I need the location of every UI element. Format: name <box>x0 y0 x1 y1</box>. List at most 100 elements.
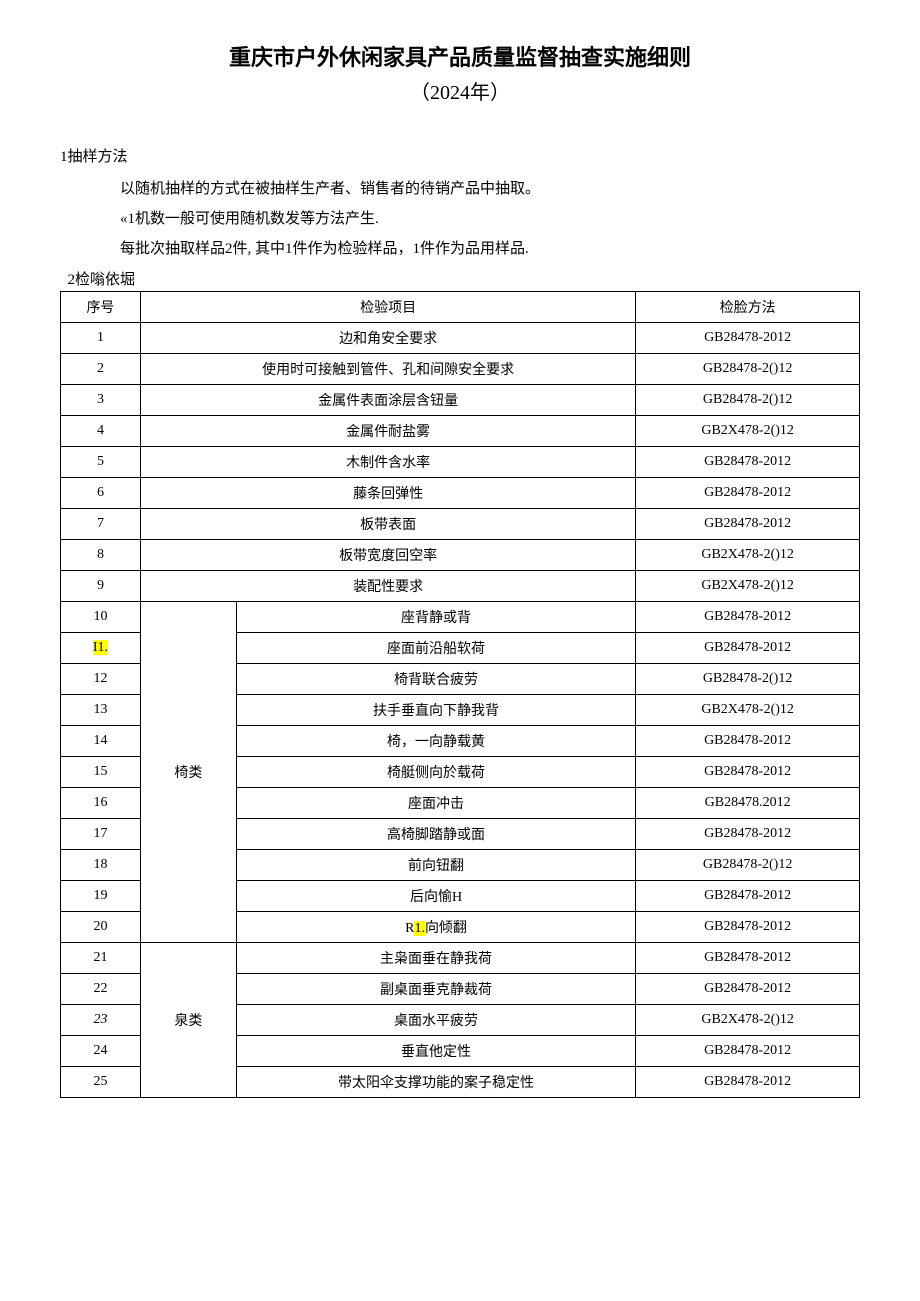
cell-seq: 14 <box>61 726 141 757</box>
cell-item: 主枭面垂在静我荷 <box>236 943 636 974</box>
cell-item: 垂直他定性 <box>236 1036 636 1067</box>
header-seq: 序号 <box>61 292 141 323</box>
cell-item: 椅艇侧向於载荷 <box>236 757 636 788</box>
cell-seq: 18 <box>61 850 141 881</box>
cell-method: GB28478-2012 <box>636 478 860 509</box>
section1-heading: 1抽样方法 <box>60 145 860 166</box>
cell-item: 座面前沿船软荷 <box>236 633 636 664</box>
cell-seq: 4 <box>61 416 141 447</box>
cell-method: GB28478-2012 <box>636 819 860 850</box>
cell-seq: 20 <box>61 912 141 943</box>
document-title: 重庆市户外休闲家具产品质量监督抽查实施细则 <box>60 40 860 72</box>
cell-item: 使用时可接触到管件、孔和间隙安全要求 <box>140 354 635 385</box>
cell-item: 板带宽度回空率 <box>140 540 635 571</box>
cell-item: 前向钮翻 <box>236 850 636 881</box>
cell-item: 椅背联合疲劳 <box>236 664 636 695</box>
section1-p2: «1机数一般可使用随机数发等方法产生. <box>90 204 860 234</box>
cell-seq: 7 <box>61 509 141 540</box>
cell-method: GB28478-2012 <box>636 602 860 633</box>
cell-item: 木制件含水率 <box>140 447 635 478</box>
cell-method: GB2X478-2()12 <box>636 695 860 726</box>
cell-seq: 16 <box>61 788 141 819</box>
cell-seq: 10 <box>61 602 141 633</box>
cell-method: GB28478-2012 <box>636 1067 860 1098</box>
cell-method: GB28478-2012 <box>636 726 860 757</box>
cell-item: R1.向倾翻 <box>236 912 636 943</box>
table-row: 6藤条回弹性GB28478-2012 <box>61 478 860 509</box>
cell-method: GB28478-2012 <box>636 447 860 478</box>
table-row: 21泉类主枭面垂在静我荷GB28478-2012 <box>61 943 860 974</box>
cell-method: GB28478-2012 <box>636 943 860 974</box>
cell-method: GB28478.2012 <box>636 788 860 819</box>
cell-seq: 19 <box>61 881 141 912</box>
section1-p3: 每批次抽取样品2件, 其中1件作为检验样品，1件作为品用样品. <box>90 234 860 264</box>
cell-seq: 24 <box>61 1036 141 1067</box>
table-row: 4金属件耐盐雾GB2X478-2()12 <box>61 416 860 447</box>
cell-category-chair: 椅类 <box>140 602 236 943</box>
cell-item: 板带表面 <box>140 509 635 540</box>
cell-method: GB28478-2012 <box>636 509 860 540</box>
cell-item: 带太阳伞支撑功能的案子稳定性 <box>236 1067 636 1098</box>
table-row: 5木制件含水率GB28478-2012 <box>61 447 860 478</box>
cell-method: GB28478-2()12 <box>636 385 860 416</box>
document-subtitle: （2024年） <box>60 76 860 105</box>
cell-item: 桌面水平疲劳 <box>236 1005 636 1036</box>
cell-seq: 12 <box>61 664 141 695</box>
table-body: 1边和角安全要求GB28478-20122使用时可接触到管件、孔和间隙安全要求G… <box>61 323 860 1098</box>
cell-category-table: 泉类 <box>140 943 236 1098</box>
cell-item: 后向愉H <box>236 881 636 912</box>
cell-item: 扶手垂直向下静我背 <box>236 695 636 726</box>
cell-method: GB28478-2012 <box>636 1036 860 1067</box>
section2-heading: 2检嗡依堀 <box>68 268 861 289</box>
header-method: 检脸方法 <box>636 292 860 323</box>
cell-seq: 13 <box>61 695 141 726</box>
table-row: 9装配性要求GB2X478-2()12 <box>61 571 860 602</box>
cell-item: 座背静或背 <box>236 602 636 633</box>
cell-method: GB2X478-2()12 <box>636 571 860 602</box>
cell-seq: 6 <box>61 478 141 509</box>
cell-method: GB28478-2012 <box>636 323 860 354</box>
table-row: 10椅类座背静或背GB28478-2012 <box>61 602 860 633</box>
cell-method: GB2X478-2()12 <box>636 1005 860 1036</box>
cell-item: 边和角安全要求 <box>140 323 635 354</box>
cell-seq: 23 <box>61 1005 141 1036</box>
cell-method: GB2X478-2()12 <box>636 540 860 571</box>
cell-item: 高椅脚踏静或面 <box>236 819 636 850</box>
table-row: 8板带宽度回空率GB2X478-2()12 <box>61 540 860 571</box>
inspection-table: 序号 检验项目 检脸方法 1边和角安全要求GB28478-20122使用时可接触… <box>60 291 860 1098</box>
cell-method: GB28478-2012 <box>636 633 860 664</box>
cell-method: GB28478-2012 <box>636 881 860 912</box>
cell-seq: 9 <box>61 571 141 602</box>
cell-item: 金属件表面涂层含钮量 <box>140 385 635 416</box>
cell-method: GB28478-2012 <box>636 912 860 943</box>
cell-seq: 5 <box>61 447 141 478</box>
cell-item: 副桌面垂克静裁荷 <box>236 974 636 1005</box>
cell-seq: 25 <box>61 1067 141 1098</box>
cell-method: GB2X478-2()12 <box>636 416 860 447</box>
cell-item: 装配性要求 <box>140 571 635 602</box>
cell-seq: 8 <box>61 540 141 571</box>
table-row: 7板带表面GB28478-2012 <box>61 509 860 540</box>
cell-item: 座面冲击 <box>236 788 636 819</box>
cell-item: 金属件耐盐雾 <box>140 416 635 447</box>
cell-seq: 2 <box>61 354 141 385</box>
cell-seq: 17 <box>61 819 141 850</box>
table-header-row: 序号 检验项目 检脸方法 <box>61 292 860 323</box>
cell-method: GB28478-2()12 <box>636 664 860 695</box>
cell-method: GB28478-2()12 <box>636 354 860 385</box>
cell-seq: 1 <box>61 323 141 354</box>
cell-method: GB28478-2()12 <box>636 850 860 881</box>
section1-p1: 以随机抽样的方式在被抽样生产者、销售者的待销产品中抽取。 <box>90 174 860 204</box>
cell-item: 椅，一向静载黄 <box>236 726 636 757</box>
header-item: 检验项目 <box>140 292 635 323</box>
cell-item: 藤条回弹性 <box>140 478 635 509</box>
cell-seq: 15 <box>61 757 141 788</box>
cell-seq: I1. <box>61 633 141 664</box>
cell-seq: 3 <box>61 385 141 416</box>
table-row: 1边和角安全要求GB28478-2012 <box>61 323 860 354</box>
cell-method: GB28478-2012 <box>636 757 860 788</box>
table-row: 3金属件表面涂层含钮量GB28478-2()12 <box>61 385 860 416</box>
cell-seq: 22 <box>61 974 141 1005</box>
table-row: 2使用时可接触到管件、孔和间隙安全要求GB28478-2()12 <box>61 354 860 385</box>
cell-seq: 21 <box>61 943 141 974</box>
